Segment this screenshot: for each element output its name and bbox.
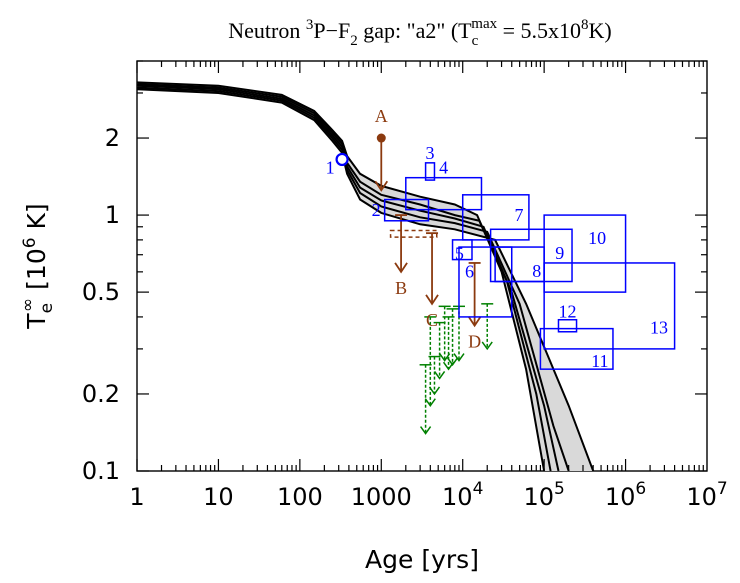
source-label-11: 11 [591,351,608,371]
source-label-4: 4 [439,158,448,178]
source-label-12: 12 [559,302,577,322]
source-label-9: 9 [555,243,564,263]
source-box-4 [405,176,483,211]
y-tick-label: 0.1 [82,457,120,485]
limit-label-D: D [468,332,481,352]
source-box-9 [489,228,573,283]
green-limit-arrow-4 [439,353,451,362]
chart-title: Neutron 3P−F2 gap: "a2" (Tcmax = 5.5x108… [228,16,612,49]
x-tick-label: 106 [605,479,646,511]
y-tick-label: 0.5 [82,278,120,306]
y-tick-label: 0.2 [82,380,120,408]
limit-D-arrow [467,316,482,328]
x-tick-label: 107 [686,479,727,511]
cooling-curve-3 [137,84,560,471]
limit-B-arrow [394,262,408,274]
source-box-10 [543,214,627,293]
source-label-7: 7 [514,205,523,225]
plot-clipped [137,81,676,471]
limit-label-A: A [375,106,388,126]
y-axis-label: Te∞ [106 K] [18,203,57,329]
x-tick-label: 1 [129,483,144,511]
x-tick-label: 1000 [351,483,412,511]
limit-C-arrow [425,294,439,306]
green-limit-arrow-1 [424,398,436,407]
cooling-band [137,82,594,471]
source-box-12 [557,318,578,333]
x-tick-label: 10 [203,483,234,511]
limit-label-B: B [395,278,407,298]
green-limit-arrow-6 [446,357,459,367]
source-label-10: 10 [588,228,606,248]
limit-label-C: C [426,310,438,330]
source-label-13: 13 [650,317,668,337]
source-label-2: 2 [372,200,381,220]
green-limit-arrow-7 [453,353,465,362]
x-tick-label: 105 [523,479,564,511]
source-label-6: 6 [465,262,474,282]
source-label-3: 3 [426,143,435,163]
source-label-5: 5 [455,244,464,264]
cooling-curve-5 [137,88,595,471]
x-tick-label: 104 [442,479,483,511]
x-tick-label: 100 [277,483,323,511]
source-label-1: 1 [326,157,335,177]
green-limit-arrow-9 [419,426,432,435]
green-limit-arrow-2 [428,386,441,396]
source-box-7 [461,194,530,241]
limit-A-arrow [374,180,389,192]
x-axis-label: Age [yrs] [365,545,479,574]
cooling-curve-4 [137,86,570,471]
source-label-8: 8 [532,261,541,281]
cooling-curve-2 [137,83,552,471]
source-box-13 [543,262,676,350]
plot-frame [136,60,708,472]
y-tick-label: 2 [105,124,120,152]
source-1-marker [335,152,349,167]
green-limit-arrow-8 [481,341,493,351]
source-box-3 [424,162,436,181]
y-tick-label: 1 [105,201,120,229]
green-limit-arrow-3 [433,370,446,380]
